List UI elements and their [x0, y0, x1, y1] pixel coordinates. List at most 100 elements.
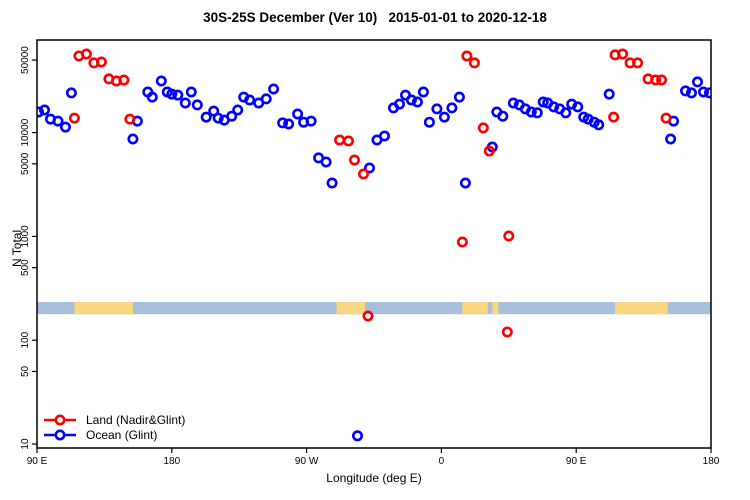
data-point-ocean: [665, 133, 677, 145]
data-point-ocean: [531, 107, 543, 119]
data-point-ocean: [525, 106, 537, 118]
data-point-ocean: [146, 91, 158, 103]
data-point-land: [501, 326, 513, 338]
data-point-ocean: [446, 102, 458, 114]
data-point-ocean: [537, 96, 549, 108]
y-tick-label: 50000: [20, 46, 31, 74]
data-point-land: [468, 57, 480, 69]
legend-item-ocean: Ocean (Glint): [42, 427, 185, 442]
data-point-land: [334, 134, 346, 146]
x-tick-label: 180: [703, 456, 720, 467]
data-point-ocean: [691, 76, 703, 88]
land-band-segment: [336, 302, 366, 315]
land-band-segment: [74, 302, 133, 315]
data-point-ocean: [560, 107, 572, 119]
x-tick-label: 90 E: [566, 456, 587, 467]
y-tick-label: 500: [20, 259, 31, 276]
data-point-ocean: [438, 111, 450, 123]
data-point-ocean: [593, 119, 605, 131]
data-point-ocean: [65, 87, 77, 99]
data-point-ocean: [244, 94, 256, 106]
data-point-land: [632, 57, 644, 69]
data-point-ocean: [232, 104, 244, 116]
x-tick-label: 180: [163, 456, 180, 467]
data-point-land: [483, 145, 495, 157]
data-point-ocean: [179, 97, 191, 109]
data-point-ocean: [292, 108, 304, 120]
data-point-ocean: [212, 112, 224, 124]
data-point-ocean: [305, 115, 317, 127]
data-point-ocean: [260, 93, 272, 105]
data-point-ocean: [268, 83, 280, 95]
data-point-ocean: [697, 86, 709, 98]
data-point-ocean: [453, 91, 465, 103]
y-axis-title: N Total: [10, 229, 24, 267]
data-point-land: [348, 154, 360, 166]
data-point-ocean: [431, 103, 443, 115]
y-tick-label: 5000: [20, 152, 31, 175]
x-tick-label: 90 E: [27, 456, 48, 467]
data-point-land: [656, 74, 668, 86]
data-point-ocean: [417, 86, 429, 98]
data-point-ocean: [685, 87, 697, 99]
legend-label-ocean: Ocean (Glint): [86, 427, 158, 442]
data-point-ocean: [172, 89, 184, 101]
land-band-segment: [492, 302, 499, 315]
y-tick-label: 10: [20, 438, 31, 450]
y-tick-label: 100: [20, 331, 31, 348]
data-point-ocean: [155, 75, 167, 87]
data-point-ocean: [548, 101, 560, 113]
data-point-ocean: [37, 106, 44, 118]
data-point-land: [503, 230, 515, 242]
data-point-land: [124, 113, 136, 125]
plot-frame: [36, 39, 712, 449]
data-point-ocean: [572, 101, 584, 113]
data-point-land: [95, 56, 107, 68]
x-tick-label: 90 W: [295, 456, 319, 467]
data-point-land: [357, 168, 369, 180]
data-point-ocean: [704, 87, 711, 99]
legend-item-land: Land (Nadir&Glint): [42, 412, 185, 427]
data-point-ocean: [320, 156, 332, 168]
land-band-segment: [615, 302, 668, 315]
data-point-ocean: [497, 110, 509, 122]
data-point-ocean: [226, 110, 238, 122]
legend: Land (Nadir&Glint) Ocean (Glint): [42, 412, 185, 442]
data-point-ocean: [191, 99, 203, 111]
x-axis-title: Longitude (deg E): [326, 471, 422, 485]
data-point-land: [118, 74, 130, 86]
land-marker-icon: [44, 414, 76, 425]
legend-label-land: Land (Nadir&Glint): [86, 412, 186, 427]
data-point-ocean: [405, 94, 417, 106]
y-tick-label: 50: [20, 365, 31, 377]
ocean-band: [37, 302, 711, 315]
data-point-land: [650, 74, 662, 86]
data-point-land: [617, 48, 629, 60]
data-point-ocean: [326, 177, 338, 189]
data-point-ocean: [166, 88, 178, 100]
data-point-ocean: [507, 97, 519, 109]
ocean-marker-icon: [44, 429, 76, 440]
data-point-land: [68, 112, 80, 124]
data-point-land: [608, 111, 620, 123]
data-point-ocean: [603, 88, 615, 100]
data-point-ocean: [277, 117, 289, 129]
data-point-ocean: [363, 162, 375, 174]
data-point-ocean: [393, 98, 405, 110]
y-tick-label: 10000: [20, 118, 31, 146]
y-tick-label: 1000: [20, 225, 31, 248]
data-point-land: [660, 112, 672, 124]
data-point-land: [362, 310, 374, 322]
data-point-ocean: [59, 121, 71, 133]
data-point-ocean: [185, 86, 197, 98]
data-point-ocean: [411, 96, 423, 108]
data-point-ocean: [679, 85, 691, 97]
data-point-ocean: [459, 177, 471, 189]
data-point-ocean: [38, 104, 50, 116]
x-tick-label: 0: [439, 456, 445, 467]
data-point-land: [456, 236, 468, 248]
data-point-ocean: [378, 130, 390, 142]
plot-region: [37, 48, 711, 442]
